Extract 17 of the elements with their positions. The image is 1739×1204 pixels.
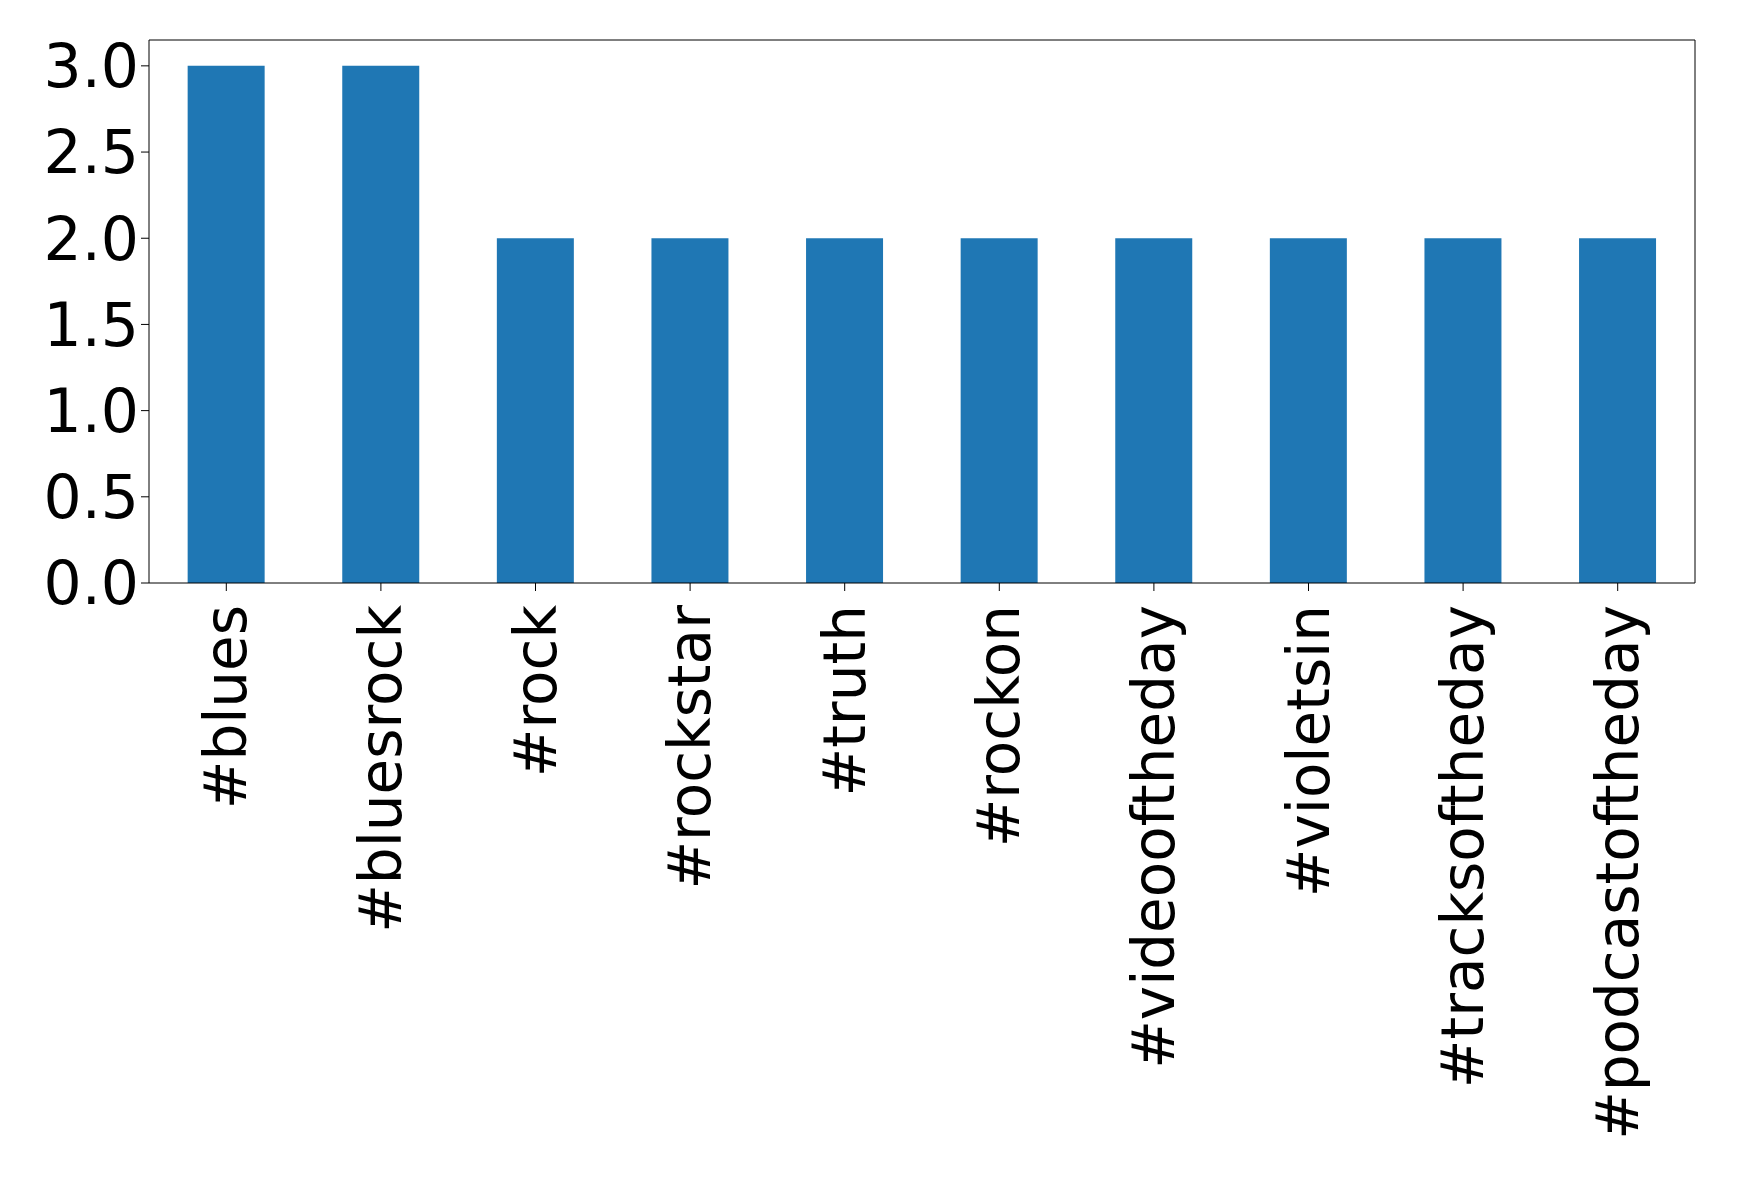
x-tick-label: #rockstar: [656, 604, 725, 890]
x-tick-label: #videooftheday: [1119, 605, 1188, 1069]
x-tick-label: #truth: [810, 605, 879, 797]
x-tick-label: #tracksoftheday: [1429, 605, 1498, 1089]
x-tick-label: #bluesrock: [346, 604, 415, 933]
y-tick-label: 0.5: [43, 462, 139, 533]
y-tick-label: 3.0: [43, 31, 139, 102]
x-tick-label: #rock: [501, 604, 570, 778]
y-tick-label: 1.0: [43, 375, 139, 446]
y-tick-label: 2.0: [43, 203, 139, 274]
x-tick-label: #violetsin: [1274, 605, 1343, 898]
y-tick-label: 0.0: [43, 548, 139, 619]
y-tick-label: 1.5: [43, 289, 139, 360]
x-tick-label: #podcastoftheday: [1583, 605, 1652, 1140]
y-tick-label: 2.5: [43, 117, 139, 188]
x-tick-label: #blues: [192, 605, 261, 810]
x-tick-label: #rockon: [965, 605, 1034, 848]
